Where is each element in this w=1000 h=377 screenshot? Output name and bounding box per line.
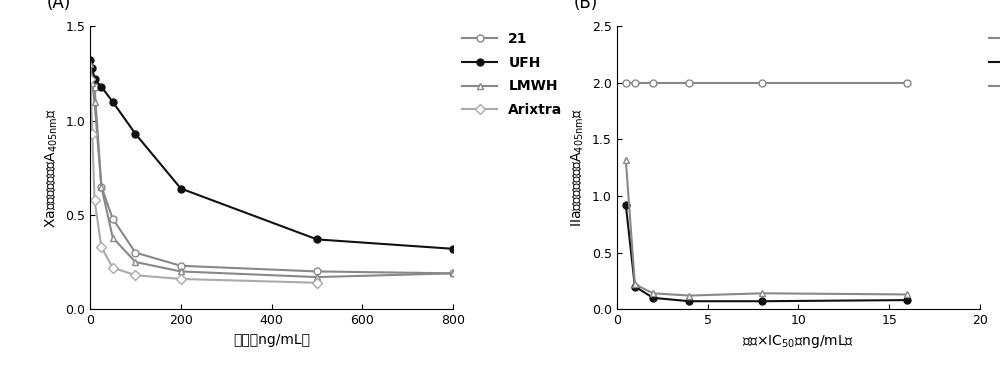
- LMWH: [901, 292, 913, 297]
- LMWH: [86, 81, 98, 85]
- Arixtra: [84, 77, 96, 81]
- UFH: [175, 186, 187, 191]
- UFH: [447, 247, 459, 251]
- Arixtra: [89, 198, 101, 202]
- LMWH: [107, 235, 119, 240]
- 21: [175, 264, 187, 268]
- Line: LMWH: LMWH: [87, 61, 457, 280]
- 21: [629, 81, 641, 85]
- UFH: [629, 284, 641, 289]
- LMWH: [683, 293, 695, 298]
- LMWH: [311, 275, 323, 279]
- Legend: 21, UFH, LMWH: 21, UFH, LMWH: [984, 26, 1000, 99]
- LMWH: [647, 291, 659, 296]
- UFH: [756, 299, 768, 303]
- 21: [84, 66, 96, 70]
- 21: [311, 269, 323, 274]
- Text: (B): (B): [573, 0, 597, 12]
- UFH: [647, 296, 659, 300]
- LMWH: [756, 291, 768, 296]
- UFH: [129, 132, 141, 136]
- Line: UFH: UFH: [622, 202, 911, 305]
- 21: [647, 81, 659, 85]
- X-axis label: 浓度×$\mathrm{IC_{50}}$（ng/mL）: 浓度×$\mathrm{IC_{50}}$（ng/mL）: [742, 333, 854, 349]
- Y-axis label: Xa因子相对活性（$\mathrm{A_{405nm}}$）: Xa因子相对活性（$\mathrm{A_{405nm}}$）: [43, 108, 60, 228]
- LMWH: [629, 282, 641, 287]
- UFH: [901, 298, 913, 302]
- Legend: 21, UFH, LMWH, Arixtra: 21, UFH, LMWH, Arixtra: [457, 26, 568, 123]
- Line: LMWH: LMWH: [622, 156, 911, 299]
- LMWH: [89, 100, 101, 104]
- 21: [129, 250, 141, 255]
- UFH: [683, 299, 695, 303]
- 21: [620, 81, 632, 85]
- Line: UFH: UFH: [87, 57, 457, 252]
- LMWH: [620, 158, 632, 162]
- LMWH: [129, 260, 141, 264]
- 21: [89, 84, 101, 89]
- 21: [901, 81, 913, 85]
- UFH: [84, 58, 96, 63]
- Line: Arixtra: Arixtra: [87, 76, 321, 286]
- Line: 21: 21: [622, 80, 911, 86]
- Arixtra: [129, 273, 141, 277]
- Arixtra: [175, 277, 187, 281]
- Y-axis label: IIa因子相对活性（$\mathrm{A_{405nm}}$）: IIa因子相对活性（$\mathrm{A_{405nm}}$）: [570, 109, 586, 227]
- 21: [86, 77, 98, 81]
- X-axis label: 浓度（ng/mL）: 浓度（ng/mL）: [233, 333, 310, 346]
- Arixtra: [107, 265, 119, 270]
- 21: [95, 184, 107, 189]
- 21: [683, 81, 695, 85]
- 21: [756, 81, 768, 85]
- LMWH: [84, 62, 96, 66]
- UFH: [311, 237, 323, 242]
- UFH: [620, 203, 632, 207]
- Line: 21: 21: [87, 64, 457, 277]
- UFH: [89, 77, 101, 81]
- UFH: [95, 84, 107, 89]
- UFH: [107, 100, 119, 104]
- 21: [107, 216, 119, 221]
- 21: [447, 271, 459, 276]
- Arixtra: [86, 132, 98, 136]
- Arixtra: [95, 245, 107, 249]
- Text: (A): (A): [46, 0, 71, 12]
- UFH: [86, 66, 98, 70]
- LMWH: [95, 184, 107, 189]
- LMWH: [175, 269, 187, 274]
- Arixtra: [311, 280, 323, 285]
- LMWH: [447, 271, 459, 276]
